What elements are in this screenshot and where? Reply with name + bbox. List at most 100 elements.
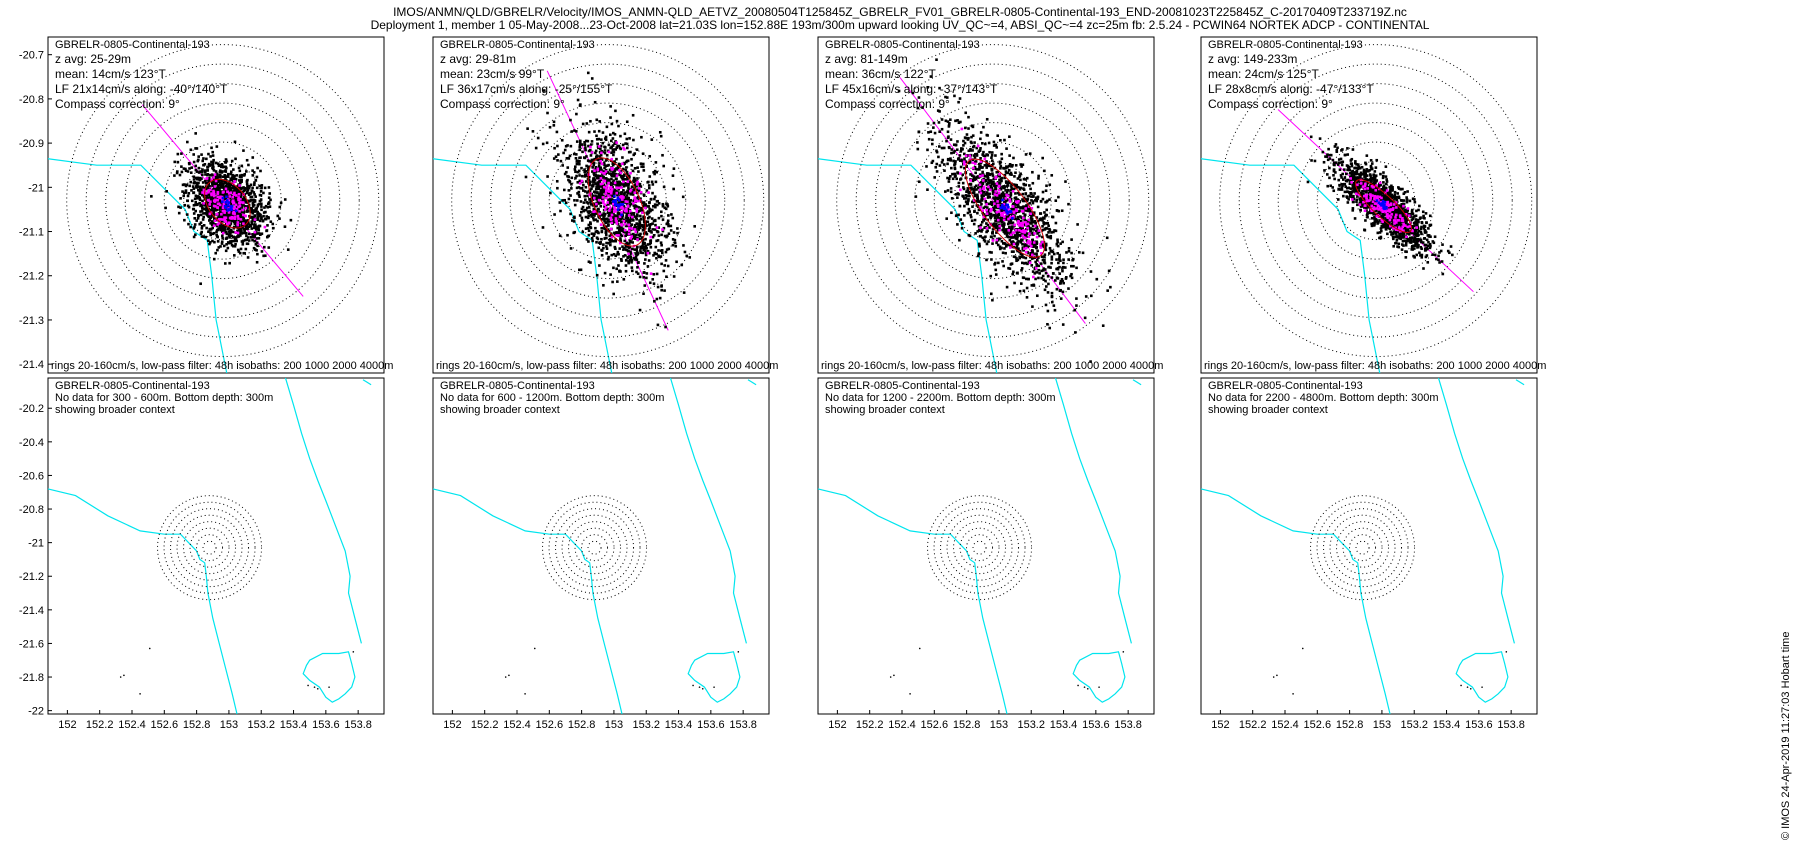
scatter-point bbox=[591, 184, 595, 188]
scatter-point bbox=[603, 212, 607, 216]
scatter-point bbox=[602, 189, 605, 192]
lowpass-point bbox=[216, 206, 220, 209]
scatter-point bbox=[1042, 278, 1046, 281]
scatter-point bbox=[943, 169, 946, 172]
scatter-point bbox=[976, 211, 979, 215]
panel-title: GBRELR-0805-Continental-193 bbox=[55, 39, 210, 51]
scatter-point bbox=[1041, 218, 1044, 222]
scatter-point bbox=[638, 226, 642, 230]
scatter-point bbox=[232, 168, 235, 171]
scatter-point bbox=[673, 238, 677, 242]
scatter-point bbox=[954, 160, 957, 163]
scatter-point bbox=[658, 296, 662, 300]
scatter-point bbox=[255, 249, 258, 252]
scatter-point bbox=[975, 200, 979, 203]
scatter-point bbox=[566, 233, 569, 237]
scatter-point bbox=[229, 170, 233, 174]
scatter-point bbox=[255, 186, 259, 190]
scatter-point bbox=[219, 228, 223, 232]
scatter-point bbox=[1040, 244, 1044, 248]
scatter-point bbox=[985, 160, 988, 163]
scatter-point bbox=[956, 196, 959, 199]
scatter-point bbox=[242, 189, 246, 193]
lowpass-point bbox=[636, 180, 639, 184]
scatter-point bbox=[604, 159, 608, 162]
scatter-point bbox=[1026, 198, 1030, 201]
scatter-point bbox=[205, 200, 208, 203]
scatter-point bbox=[1043, 253, 1047, 257]
scatter-point bbox=[1046, 322, 1049, 326]
scatter-point bbox=[1044, 189, 1048, 193]
lowpass-point bbox=[985, 212, 989, 215]
lowpass-point bbox=[239, 218, 243, 221]
scatter-point bbox=[258, 202, 261, 206]
scatter-point bbox=[641, 251, 645, 255]
scatter-point bbox=[1012, 250, 1015, 253]
scatter-point bbox=[216, 235, 219, 239]
scatter-point bbox=[640, 165, 643, 168]
scatter-point bbox=[639, 214, 642, 218]
lowpass-point bbox=[253, 218, 257, 221]
scatter-point bbox=[203, 162, 207, 166]
lowpass-point bbox=[1012, 242, 1016, 246]
scatter-point bbox=[585, 201, 589, 204]
scatter-point bbox=[580, 219, 584, 222]
scatter-point bbox=[611, 162, 615, 166]
scatter-point bbox=[1056, 267, 1060, 271]
scatter-point bbox=[594, 173, 597, 176]
scatter-point bbox=[577, 190, 581, 194]
scatter-point bbox=[240, 231, 243, 235]
scatter-point bbox=[242, 149, 245, 152]
scatter-point bbox=[932, 121, 936, 125]
scatter-point bbox=[990, 186, 994, 190]
scatter-point bbox=[998, 247, 1002, 251]
scatter-point bbox=[211, 180, 215, 184]
scatter-point bbox=[558, 234, 562, 238]
scatter-point bbox=[214, 203, 218, 206]
scatter-point bbox=[978, 228, 981, 232]
scatter-point bbox=[1041, 190, 1045, 194]
scatter-point bbox=[602, 190, 606, 194]
scatter-point bbox=[628, 137, 631, 140]
scatter-point bbox=[650, 217, 654, 220]
scatter-point bbox=[996, 134, 1000, 138]
scatter-point bbox=[221, 234, 224, 238]
velocity-ring bbox=[189, 527, 230, 568]
scatter-point bbox=[630, 223, 634, 226]
scatter-point bbox=[215, 145, 219, 148]
scatter-point bbox=[613, 174, 616, 178]
scatter-point bbox=[624, 168, 628, 172]
scatter-point bbox=[1009, 191, 1013, 195]
scatter-point bbox=[246, 221, 250, 224]
scatter-point bbox=[1061, 323, 1065, 326]
lowpass-point bbox=[621, 207, 625, 211]
scatter-point bbox=[578, 162, 581, 166]
scatter-point bbox=[1043, 228, 1047, 231]
scatter-point bbox=[256, 244, 259, 248]
lowpass-point bbox=[590, 151, 594, 154]
scatter-point bbox=[642, 218, 646, 221]
scatter-point bbox=[1048, 246, 1052, 250]
scatter-point bbox=[612, 220, 616, 224]
scatter-point bbox=[184, 189, 188, 192]
scatter-point bbox=[1036, 195, 1040, 199]
scatter-point bbox=[243, 231, 246, 235]
scatter-point bbox=[957, 157, 960, 160]
scatter-point bbox=[567, 157, 571, 160]
scatter-point bbox=[638, 221, 642, 225]
scatter-point bbox=[1034, 197, 1038, 200]
scatter-point bbox=[622, 192, 625, 196]
scatter-point bbox=[945, 96, 949, 99]
scatter-point bbox=[205, 226, 208, 230]
lowpass-point bbox=[607, 194, 610, 197]
scatter-point bbox=[234, 242, 237, 246]
scatter-point bbox=[573, 230, 577, 234]
lowpass-point bbox=[610, 187, 614, 191]
scatter-point bbox=[673, 241, 677, 245]
scatter-point bbox=[997, 202, 1000, 205]
scatter-point bbox=[926, 188, 929, 191]
scatter-point bbox=[212, 165, 215, 169]
scatter-point bbox=[993, 209, 997, 213]
scatter-point bbox=[1040, 269, 1043, 273]
scatter-point bbox=[1018, 215, 1022, 218]
